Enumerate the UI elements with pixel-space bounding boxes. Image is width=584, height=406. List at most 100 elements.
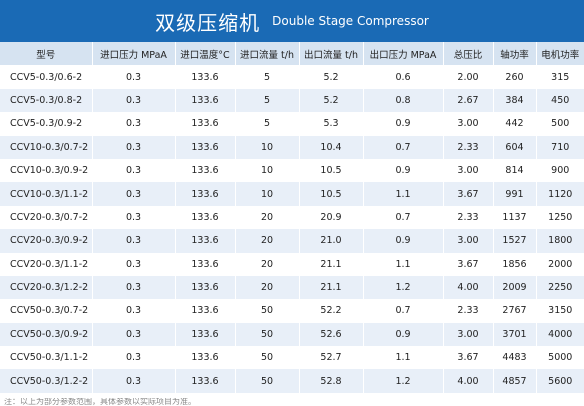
cell-motor-power: 2250 [535,275,584,300]
cell-outlet-flow: 20.9 [298,205,363,230]
cell-outlet-pressure: 0.7 [362,299,443,323]
cell-motor-power: 1800 [535,229,584,253]
cell-inlet-temperature: 133.6 [174,88,235,113]
cell-shaft-power: 604 [492,135,536,159]
column-header-shaft-power: 轴功率 [492,42,536,66]
cell-motor-power: 900 [535,158,584,183]
table-header-row: 型号 进口压力 MPaA 进口温度°C 进口流量 t/h 出口流量 t/h 出口… [0,42,584,66]
cell-pressure-ratio: 3.00 [442,322,493,347]
cell-shaft-power: 2767 [492,299,536,323]
cell-inlet-temperature: 133.6 [174,346,235,370]
cell-pressure-ratio: 2.00 [442,65,493,89]
cell-inlet-flow: 20 [234,229,299,253]
cell-outlet-flow: 21.0 [298,229,363,253]
cell-inlet-temperature: 133.6 [174,182,235,206]
column-header-outlet-flow: 出口流量 t/h [298,42,363,66]
table-row: CCV5-0.3/0.9-2 0.3 133.6 5 5.3 0.9 3.00 442 500 [0,112,584,136]
cell-model: CCV5-0.3/0.8-2 [0,88,92,113]
cell-inlet-flow: 20 [234,205,299,230]
cell-motor-power: 500 [535,112,584,136]
cell-pressure-ratio: 4.00 [442,275,493,300]
table-row: CCV5-0.3/0.6-2 0.3 133.6 5 5.2 0.6 2.00 260 315 [0,65,584,89]
cell-motor-power: 4000 [535,322,584,347]
cell-model: CCV20-0.3/0.9-2 [0,229,92,253]
cell-inlet-flow: 20 [234,252,299,276]
cell-pressure-ratio: 3.00 [442,112,493,136]
cell-outlet-flow: 10.5 [298,158,363,183]
cell-inlet-pressure: 0.3 [91,229,175,253]
cell-shaft-power: 4483 [492,346,536,370]
cell-inlet-flow: 50 [234,346,299,370]
cell-inlet-temperature: 133.6 [174,299,235,323]
cell-inlet-pressure: 0.3 [91,182,175,206]
page-subtitle: Double Stage Compressor [272,14,429,28]
cell-inlet-pressure: 0.3 [91,158,175,183]
cell-inlet-pressure: 0.3 [91,275,175,300]
cell-outlet-pressure: 0.9 [362,112,443,136]
cell-pressure-ratio: 3.00 [442,229,493,253]
cell-inlet-temperature: 133.6 [174,229,235,253]
cell-inlet-flow: 50 [234,369,299,393]
cell-inlet-pressure: 0.3 [91,65,175,89]
cell-outlet-flow: 52.6 [298,322,363,347]
cell-model: CCV50-0.3/1.2-2 [0,369,92,393]
cell-inlet-temperature: 133.6 [174,275,235,300]
cell-shaft-power: 3701 [492,322,536,347]
cell-model: CCV20-0.3/1.2-2 [0,275,92,300]
cell-inlet-flow: 50 [234,322,299,347]
cell-model: CCV50-0.3/0.9-2 [0,322,92,347]
cell-inlet-pressure: 0.3 [91,88,175,113]
cell-inlet-pressure: 0.3 [91,135,175,159]
column-header-motor-power: 电机功率 [535,42,584,66]
cell-shaft-power: 4857 [492,369,536,393]
cell-model: CCV20-0.3/0.7-2 [0,205,92,230]
cell-motor-power: 5000 [535,346,584,370]
cell-inlet-flow: 20 [234,275,299,300]
cell-inlet-pressure: 0.3 [91,252,175,276]
cell-pressure-ratio: 3.67 [442,182,493,206]
column-header-model: 型号 [0,42,92,66]
cell-outlet-flow: 52.7 [298,346,363,370]
column-header-inlet-pressure: 进口压力 MPaA [91,42,175,66]
cell-outlet-flow: 21.1 [298,275,363,300]
cell-outlet-flow: 52.2 [298,299,363,323]
cell-outlet-flow: 10.4 [298,135,363,159]
cell-inlet-flow: 5 [234,88,299,113]
cell-pressure-ratio: 3.00 [442,158,493,183]
cell-outlet-flow: 5.2 [298,88,363,113]
page-title: 双级压缩机 [155,10,261,35]
table-row: CCV5-0.3/0.8-2 0.3 133.6 5 5.2 0.8 2.67 384 450 [0,88,584,113]
cell-model: CCV20-0.3/1.1-2 [0,252,92,276]
cell-outlet-pressure: 1.1 [362,182,443,206]
cell-inlet-flow: 10 [234,182,299,206]
table-row: CCV50-0.3/0.7-2 0.3 133.6 50 52.2 0.7 2.33 2767… [0,299,584,323]
table-row: CCV20-0.3/1.2-2 0.3 133.6 20 21.1 1.2 4.00 2009… [0,275,584,300]
cell-inlet-flow: 10 [234,135,299,159]
cell-motor-power: 315 [535,65,584,89]
cell-model: CCV5-0.3/0.6-2 [0,65,92,89]
cell-inlet-temperature: 133.6 [174,135,235,159]
column-header-pressure-ratio: 总压比 [442,42,493,66]
cell-motor-power: 450 [535,88,584,113]
cell-shaft-power: 442 [492,112,536,136]
cell-model: CCV10-0.3/1.1-2 [0,182,92,206]
cell-model: CCV5-0.3/0.9-2 [0,112,92,136]
cell-shaft-power: 260 [492,65,536,89]
cell-model: CCV10-0.3/0.7-2 [0,135,92,159]
cell-model: CCV10-0.3/0.9-2 [0,158,92,183]
cell-inlet-temperature: 133.6 [174,369,235,393]
cell-motor-power: 1250 [535,205,584,230]
cell-shaft-power: 1856 [492,252,536,276]
table-row: CCV20-0.3/1.1-2 0.3 133.6 20 21.1 1.1 3.67 1856… [0,252,584,276]
cell-outlet-pressure: 0.9 [362,158,443,183]
table-row: CCV10-0.3/0.9-2 0.3 133.6 10 10.5 0.9 3.00 814 9… [0,158,584,183]
cell-inlet-temperature: 133.6 [174,322,235,347]
cell-model: CCV50-0.3/1.1-2 [0,346,92,370]
cell-inlet-flow: 5 [234,112,299,136]
cell-inlet-temperature: 133.6 [174,252,235,276]
cell-motor-power: 5600 [535,369,584,393]
cell-outlet-flow: 5.3 [298,112,363,136]
table-row: CCV50-0.3/0.9-2 0.3 133.6 50 52.6 0.9 3.00 3701… [0,322,584,347]
cell-inlet-pressure: 0.3 [91,112,175,136]
column-header-inlet-temperature: 进口温度°C [174,42,235,66]
